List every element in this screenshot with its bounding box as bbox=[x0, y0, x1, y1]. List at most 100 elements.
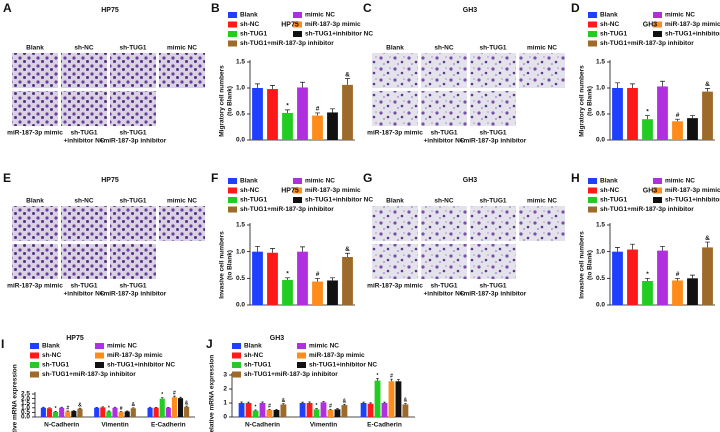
image-label: sh-NC bbox=[434, 45, 453, 52]
legend-label: miR-187-3p mimic bbox=[665, 21, 720, 28]
bar bbox=[687, 118, 698, 140]
panel-title: HP75 bbox=[281, 187, 299, 194]
bar bbox=[252, 410, 259, 417]
legend-label: sh-TUG1+inhibitor NC bbox=[665, 31, 720, 38]
legend-label: sh-TUG1 bbox=[600, 31, 627, 38]
error-bar bbox=[675, 118, 680, 122]
micrograph bbox=[470, 53, 516, 88]
bar bbox=[165, 407, 171, 417]
bar bbox=[252, 251, 263, 305]
error-bar bbox=[397, 379, 400, 382]
legend-label: Blank bbox=[244, 343, 262, 350]
error-bar bbox=[645, 277, 650, 281]
error-bar bbox=[690, 115, 695, 119]
micrograph bbox=[12, 206, 58, 241]
micrograph bbox=[470, 206, 516, 241]
bar bbox=[118, 411, 124, 417]
image-label: +inhibitor NC bbox=[64, 291, 105, 298]
bar bbox=[312, 115, 323, 140]
bar bbox=[327, 410, 334, 417]
bar bbox=[100, 407, 106, 417]
legend-swatch bbox=[297, 343, 306, 349]
y-tick-label: 1.0 bbox=[236, 85, 245, 92]
legend-swatch bbox=[588, 187, 597, 194]
legend-label: sh-TUG1+miR-187-3p inhibitor bbox=[240, 206, 334, 213]
legend-swatch bbox=[228, 187, 237, 194]
bar bbox=[702, 91, 713, 140]
panel-title: GH3 bbox=[463, 7, 478, 14]
y-tick-label: 2.0 bbox=[21, 395, 30, 402]
error-bar bbox=[285, 277, 290, 280]
error-bar bbox=[690, 274, 695, 279]
bar bbox=[266, 410, 273, 417]
y-tick-label: 1.5 bbox=[596, 222, 605, 229]
error-bar bbox=[330, 108, 335, 113]
image-label: mimic NC bbox=[527, 198, 557, 205]
bar bbox=[267, 89, 278, 140]
bar bbox=[177, 398, 184, 417]
image-label: mimic NC bbox=[167, 198, 197, 205]
legend-label: Blank bbox=[600, 178, 618, 185]
legend-label: sh-TUG1+miR-187-3p inhibitor bbox=[244, 371, 338, 378]
error-bar bbox=[113, 406, 117, 408]
error-bar bbox=[78, 407, 82, 409]
bar bbox=[71, 411, 77, 417]
error-bar bbox=[301, 401, 304, 403]
y-axis-label: (to Blank) bbox=[587, 250, 594, 280]
legend-swatch bbox=[30, 371, 39, 378]
significance-label: * bbox=[161, 392, 163, 398]
panel-letter: D bbox=[571, 1, 580, 15]
significance-label: & bbox=[705, 235, 710, 242]
bar bbox=[259, 403, 266, 417]
bar bbox=[374, 380, 381, 417]
image-label: sh-NC bbox=[434, 198, 453, 205]
micrograph bbox=[421, 91, 467, 126]
image-label: +inhibitor NC bbox=[64, 138, 105, 145]
y-tick-label: 0.0 bbox=[596, 302, 605, 309]
bar bbox=[672, 280, 683, 305]
y-tick-label: 1.0 bbox=[21, 405, 30, 412]
image-label: +miR-187-3p inhibitor bbox=[100, 138, 167, 145]
legend-label: sh-TUG1 bbox=[600, 197, 627, 204]
bar bbox=[334, 409, 341, 417]
micrograph bbox=[61, 244, 107, 279]
panel-letter: E bbox=[3, 171, 11, 185]
significance-label: # bbox=[329, 404, 332, 410]
error-bar bbox=[383, 401, 386, 403]
legend-swatch bbox=[30, 352, 39, 359]
legend-label: Blank bbox=[600, 12, 618, 19]
panel-title: HP75 bbox=[101, 177, 119, 184]
y-axis-label: Migratory cell numbers bbox=[219, 65, 226, 137]
x-tick-label: E-Cadherin bbox=[151, 422, 186, 429]
legend-label: miR-187-3p mimic bbox=[305, 21, 361, 28]
y-tick-label: 1.5 bbox=[236, 59, 245, 66]
legend-swatch bbox=[293, 31, 302, 37]
bar bbox=[381, 403, 388, 417]
bar bbox=[299, 403, 306, 417]
micrograph bbox=[421, 244, 467, 279]
error-bar bbox=[615, 82, 620, 88]
bar bbox=[184, 406, 190, 417]
micrograph bbox=[12, 53, 58, 88]
legend-label: sh-TUG1+miR-187-3p inhibitor bbox=[240, 40, 334, 47]
error-bar bbox=[705, 241, 710, 248]
bar bbox=[297, 87, 308, 140]
image-label: +inhibitor NC bbox=[424, 291, 465, 298]
legend-label: mimic NC bbox=[309, 343, 339, 350]
legend-label: sh-TUG1+inhibitor NC bbox=[305, 197, 373, 204]
legend-swatch bbox=[653, 12, 662, 18]
bar bbox=[642, 281, 653, 305]
error-bar bbox=[630, 243, 635, 250]
bar bbox=[612, 88, 623, 140]
y-tick-label: 2 bbox=[223, 386, 227, 393]
bar bbox=[267, 252, 278, 305]
image-label: sh-TUG1 bbox=[70, 130, 97, 137]
legend-swatch bbox=[293, 12, 302, 18]
significance-label: & bbox=[78, 402, 82, 408]
bar bbox=[342, 84, 353, 140]
error-bar bbox=[345, 78, 350, 85]
error-bar bbox=[390, 378, 393, 382]
panel-title: GH3 bbox=[270, 335, 285, 342]
bar bbox=[342, 257, 353, 305]
bar bbox=[280, 404, 287, 417]
